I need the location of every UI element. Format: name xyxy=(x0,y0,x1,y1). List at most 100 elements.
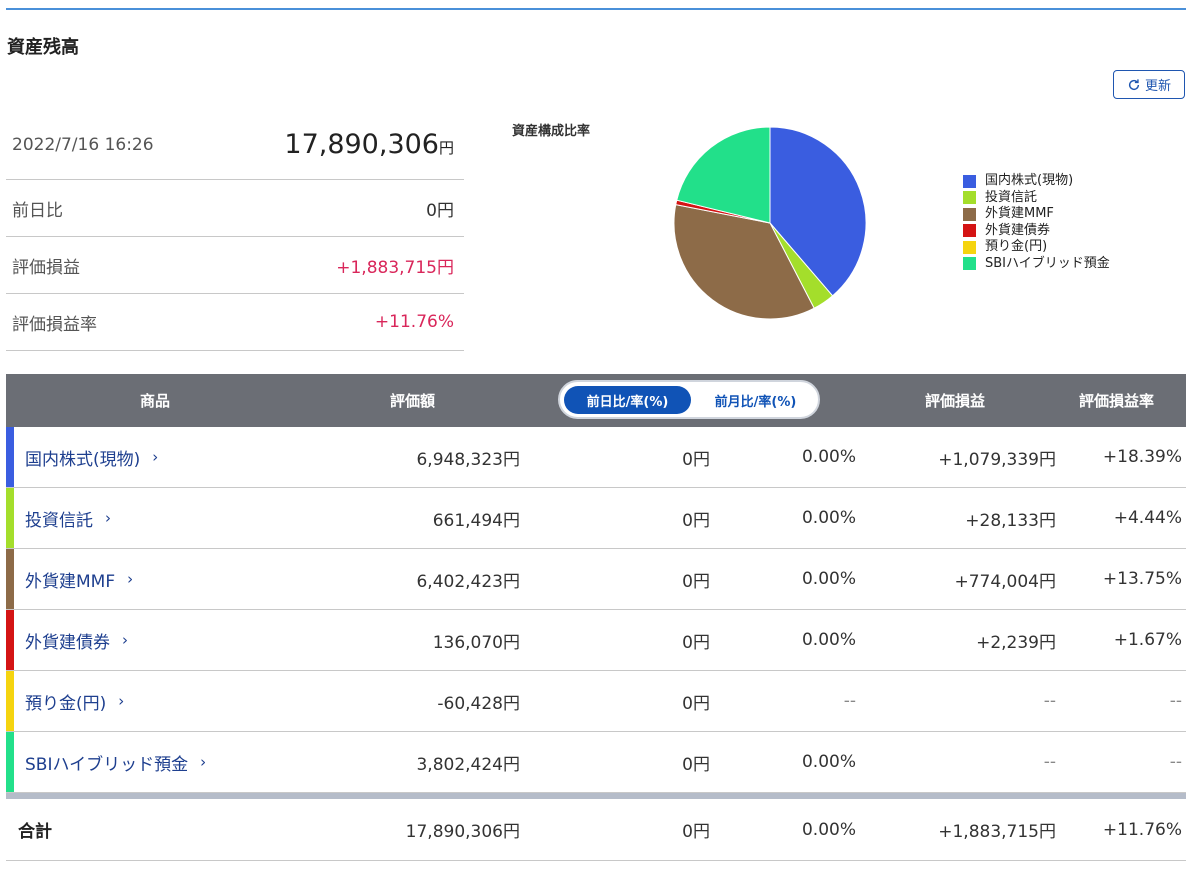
row-pl: +1,079,339円 xyxy=(938,449,1056,470)
row-product-link[interactable]: 投資信託 › xyxy=(25,488,111,548)
row-valuation: 6,948,323円 xyxy=(416,449,520,470)
total-diff-rate: 0.00% xyxy=(801,819,856,840)
summary-total: 17,890,306円 xyxy=(284,129,454,160)
total-pl: +1,883,715円 xyxy=(938,822,1056,842)
row-pl-rate: +18.39% xyxy=(1102,447,1182,467)
total-diff: 0円 xyxy=(682,822,710,842)
summary-row-daily-diff: 前日比 0円 xyxy=(6,180,464,237)
row-product-link[interactable]: SBIハイブリッド預金 › xyxy=(25,732,206,792)
row-diff: 0円 xyxy=(682,754,710,775)
summary-label: 評価損益 xyxy=(12,257,80,278)
summary-value: +1,883,715円 xyxy=(336,257,454,278)
row-pl: +2,239円 xyxy=(976,632,1056,653)
row-product-name: 預り金(円) xyxy=(25,693,107,714)
chevron-right-icon: › xyxy=(105,509,111,527)
total-label: 合計 xyxy=(18,822,52,842)
toggle-daily[interactable]: 前日比/率(%) xyxy=(564,386,691,414)
legend-label: 外貨建債券 xyxy=(985,222,1051,238)
legend-swatch xyxy=(963,191,976,205)
row-diff: 0円 xyxy=(682,449,710,470)
total-pl-rate: +11.76% xyxy=(1102,819,1182,840)
total-row: 合計 17,890,306円 0円 0.00% +1,883,715円 +11.… xyxy=(6,799,1186,861)
row-product-link[interactable]: 外貨建債券 › xyxy=(25,610,128,670)
row-product-link[interactable]: 外貨建MMF › xyxy=(25,549,133,609)
row-diff: 0円 xyxy=(682,510,710,531)
legend-swatch xyxy=(963,240,976,254)
legend-label: 投資信託 xyxy=(985,189,1038,205)
row-product-name: 国内株式(現物) xyxy=(25,449,141,470)
row-pl-rate: -- xyxy=(1169,691,1182,711)
summary-row-pl-rate: 評価損益率 +11.76% xyxy=(6,294,464,351)
table-row: 投資信託 › 661,494円 0円 0.00% +28,133円 +4.44% xyxy=(6,488,1186,549)
summary-panel: 2022/7/16 16:26 17,890,306円 前日比 0円 評価損益 … xyxy=(6,110,464,351)
chevron-right-icon: › xyxy=(127,570,134,588)
total-separator xyxy=(6,793,1186,799)
summary-datetime: 2022/7/16 16:26 xyxy=(12,134,154,155)
table-row: SBIハイブリッド預金 › 3,802,424円 0円 0.00% -- -- xyxy=(6,732,1186,793)
header-pl: 評価損益 xyxy=(925,392,986,410)
category-color-bar xyxy=(6,732,14,792)
legend-item: 投資信託 xyxy=(963,190,1110,207)
row-diff-rate: 0.00% xyxy=(801,752,856,772)
asset-table-body: 国内株式(現物) › 6,948,323円 0円 0.00% +1,079,339円 +18… xyxy=(6,427,1186,793)
summary-total-row: 2022/7/16 16:26 17,890,306円 xyxy=(6,110,464,180)
row-diff-rate: 0.00% xyxy=(801,508,856,528)
refresh-label: 更新 xyxy=(1144,79,1171,94)
category-color-bar xyxy=(6,427,14,487)
legend-item: 預り金(円) xyxy=(963,239,1110,256)
category-color-bar xyxy=(6,671,14,731)
row-pl: -- xyxy=(1043,752,1056,772)
summary-label: 評価損益率 xyxy=(12,314,97,335)
category-color-bar xyxy=(6,488,14,548)
row-diff: 0円 xyxy=(682,693,710,714)
refresh-icon xyxy=(1128,78,1140,90)
legend-item: 外貨建債券 xyxy=(963,223,1110,240)
legend-swatch xyxy=(963,207,976,221)
row-pl-rate: -- xyxy=(1169,752,1182,772)
legend-item: SBIハイブリッド預金 xyxy=(963,256,1110,273)
table-row: 外貨建MMF › 6,402,423円 0円 0.00% +774,004円 +13.75% xyxy=(6,549,1186,610)
chart-title: 資産構成比率 xyxy=(512,124,591,139)
row-pl-rate: +13.75% xyxy=(1102,569,1182,589)
legend-label: 預り金(円) xyxy=(985,239,1048,254)
chevron-right-icon: › xyxy=(152,448,159,466)
row-diff-rate: 0.00% xyxy=(801,630,856,650)
chart-legend: 国内株式(現物) 投資信託 外貨建MMF 外貨建債券 預り金(円) SBIハイブリッド預金 xyxy=(963,173,1110,272)
row-pl: -- xyxy=(1043,691,1056,711)
refresh-button[interactable]: 更新 xyxy=(1113,70,1185,99)
row-product-name: 投資信託 xyxy=(25,510,93,531)
legend-swatch xyxy=(963,224,976,238)
row-valuation: 661,494円 xyxy=(432,510,520,531)
legend-label: 国内株式(現物) xyxy=(985,173,1074,188)
summary-value: +11.76% xyxy=(374,312,454,332)
row-diff-rate: 0.00% xyxy=(801,569,856,589)
category-color-bar xyxy=(6,549,14,609)
period-toggle: 前日比/率(%) 前月比/率(%) xyxy=(558,380,820,419)
asset-pie-chart xyxy=(673,126,867,320)
table-row: 国内株式(現物) › 6,948,323円 0円 0.00% +1,079,339円 +18… xyxy=(6,427,1186,488)
row-pl: +774,004円 xyxy=(954,571,1056,592)
summary-value: 0円 xyxy=(426,200,454,221)
row-pl-rate: +4.44% xyxy=(1113,508,1182,528)
summary-row-pl: 評価損益 +1,883,715円 xyxy=(6,237,464,294)
row-product-name: 外貨建債券 xyxy=(25,632,110,653)
row-product-link[interactable]: 国内株式(現物) › xyxy=(25,427,158,487)
pie-slice-2 xyxy=(673,204,815,320)
row-product-link[interactable]: 預り金(円) › xyxy=(25,671,124,731)
table-row: 預り金(円) › -60,428円 0円 -- -- -- xyxy=(6,671,1186,732)
legend-item: 国内株式(現物) xyxy=(963,173,1110,190)
header-product: 商品 xyxy=(140,392,171,410)
header-pl-rate: 評価損益率 xyxy=(1079,392,1155,410)
row-valuation: 136,070円 xyxy=(432,632,520,653)
row-diff-rate: 0.00% xyxy=(801,447,856,467)
toggle-monthly[interactable]: 前月比/率(%) xyxy=(714,394,797,410)
header-valuation: 評価額 xyxy=(390,392,436,410)
row-diff: 0円 xyxy=(682,571,710,592)
row-valuation: 3,802,424円 xyxy=(416,754,520,775)
row-valuation: -60,428円 xyxy=(437,693,520,714)
summary-label: 前日比 xyxy=(12,200,63,221)
row-pl: +28,133円 xyxy=(965,510,1056,531)
page-title: 資産残高 xyxy=(7,37,79,58)
row-pl-rate: +1.67% xyxy=(1113,630,1182,650)
chevron-right-icon: › xyxy=(122,631,128,649)
